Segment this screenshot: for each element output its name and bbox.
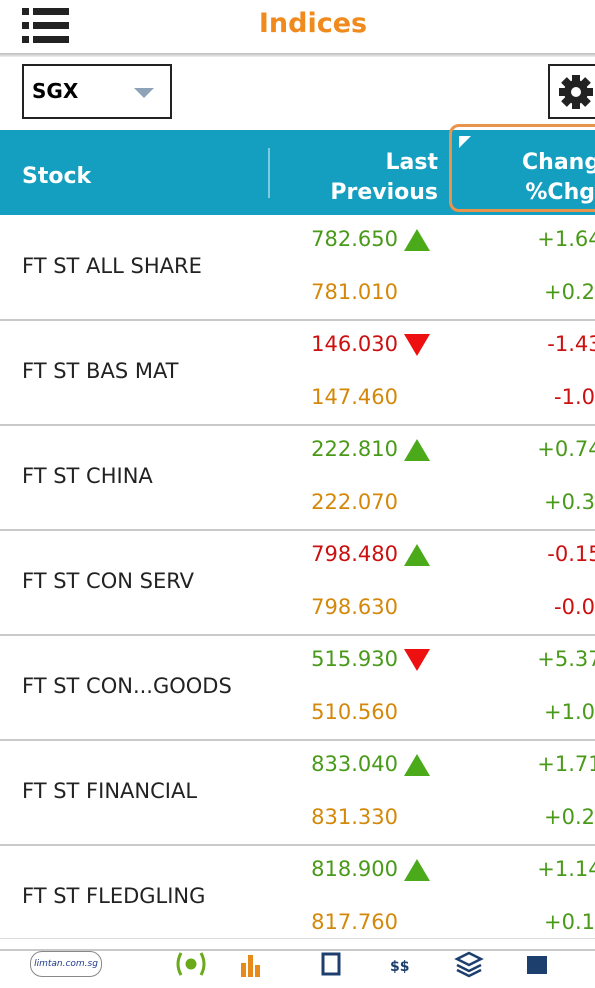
page-title: Indices bbox=[258, 8, 368, 39]
previous-price: 798.630 bbox=[311, 595, 398, 619]
last-price: 515.930 bbox=[311, 647, 398, 671]
pct-change: +0.2 bbox=[544, 805, 595, 829]
trend-arrow bbox=[404, 754, 430, 776]
previous-price: 817.760 bbox=[311, 910, 398, 934]
table-header: Stock Last Previous Change %Chg bbox=[0, 124, 595, 215]
last-price: 818.900 bbox=[311, 857, 398, 881]
last-price: 146.030 bbox=[311, 332, 398, 356]
stock-name: FT ST FLEDGLING bbox=[22, 884, 206, 908]
last-price: 782.650 bbox=[311, 227, 398, 251]
pct-change: +1.0 bbox=[544, 700, 595, 724]
change: +5.370 bbox=[537, 647, 595, 671]
trend-arrow bbox=[404, 229, 430, 251]
dropdown-value: SGX bbox=[32, 79, 79, 103]
stock-name: FT ST CON SERV bbox=[22, 569, 195, 593]
trend-arrow bbox=[404, 544, 430, 566]
last-price: 798.480 bbox=[311, 542, 398, 566]
stock-name: FT ST CON...GOODS bbox=[22, 674, 232, 698]
change: +0.740 bbox=[537, 437, 595, 461]
table-row[interactable]: FT ST FINANCIAL 833.040 831.330 +1.710 +0.2 bbox=[0, 740, 595, 846]
table-row[interactable]: FT ST CON...GOODS 515.930 510.560 +5.370 +1.… bbox=[0, 635, 595, 741]
col-stock[interactable]: Stock bbox=[22, 164, 92, 189]
previous-price: 781.010 bbox=[311, 280, 398, 304]
col-previous[interactable]: Previous bbox=[330, 180, 438, 205]
previous-price: 147.460 bbox=[311, 385, 398, 409]
last-price: 222.810 bbox=[311, 437, 398, 461]
previous-price: 222.070 bbox=[311, 490, 398, 514]
table-row[interactable]: FT ST CHINA 222.810 222.070 +0.740 +0.3 bbox=[0, 425, 595, 531]
pct-change: +0.2 bbox=[544, 280, 595, 304]
bottom-nav: limtan.com.sg $$ bbox=[0, 938, 595, 988]
trend-arrow bbox=[404, 859, 430, 881]
last-price: 833.040 bbox=[311, 752, 398, 776]
settings-button[interactable] bbox=[548, 64, 595, 119]
table-row[interactable]: FT ST BAS MAT 146.030 147.460 -1.430 -1.0 bbox=[0, 320, 595, 426]
sort-highlight[interactable] bbox=[449, 124, 595, 212]
table-row[interactable]: FT ST CON SERV 798.480 798.630 -0.150 -0.0 bbox=[0, 530, 595, 636]
change: -1.430 bbox=[547, 332, 595, 356]
stock-name: FT ST FINANCIAL bbox=[22, 779, 198, 803]
logo[interactable]: limtan.com.sg bbox=[30, 951, 102, 977]
pct-change: +0.3 bbox=[544, 490, 595, 514]
svg-text:$$: $$ bbox=[390, 959, 409, 975]
divider bbox=[0, 53, 595, 57]
exchange-dropdown[interactable]: SGX bbox=[22, 64, 172, 119]
sort-indicator bbox=[459, 136, 471, 148]
pct-change: -1.0 bbox=[554, 385, 595, 409]
stock-name: FT ST CHINA bbox=[22, 464, 153, 488]
stock-name: FT ST BAS MAT bbox=[22, 359, 179, 383]
col-pct[interactable]: %Chg bbox=[525, 180, 595, 205]
col-last[interactable]: Last bbox=[385, 150, 438, 175]
change: +1.640 bbox=[537, 227, 595, 251]
previous-price: 510.560 bbox=[311, 700, 398, 724]
table-row[interactable]: FT ST FLEDGLING 818.900 817.760 +1.140 +0.1 bbox=[0, 845, 595, 951]
table-row[interactable]: FT ST ALL SHARE 782.650 781.010 +1.640 +0.2 bbox=[0, 215, 595, 321]
trend-arrow bbox=[404, 334, 430, 356]
trend-arrow bbox=[404, 649, 430, 671]
pct-change: -0.0 bbox=[554, 595, 595, 619]
pct-change: +0.1 bbox=[544, 910, 595, 934]
gear-icon bbox=[559, 75, 593, 109]
change: -0.150 bbox=[547, 542, 595, 566]
dropdown-arrow bbox=[134, 88, 154, 98]
change: +1.140 bbox=[537, 857, 595, 881]
previous-price: 831.330 bbox=[311, 805, 398, 829]
col-change[interactable]: Change bbox=[522, 150, 595, 175]
change: +1.710 bbox=[537, 752, 595, 776]
nav-icons[interactable]: $$ bbox=[175, 949, 575, 979]
menu-icon[interactable] bbox=[22, 6, 72, 46]
trend-arrow bbox=[404, 439, 430, 461]
stock-name: FT ST ALL SHARE bbox=[22, 254, 202, 278]
